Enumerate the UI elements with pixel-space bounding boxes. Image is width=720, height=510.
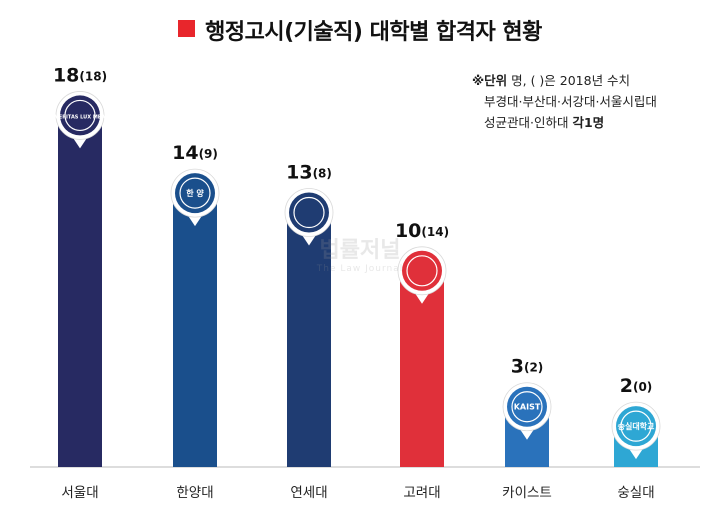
data-label-2018: (0) [633,380,652,394]
data-label-2018: (8) [313,167,332,181]
bar [287,214,331,467]
bar [400,272,444,467]
unit-note-line-3: 성균관대·인하대 각1명 [484,112,657,133]
bar [58,117,102,467]
university-logo [616,406,656,447]
category-label: 고려대 [403,485,440,501]
data-label-2018: (18) [79,69,107,83]
category-label: 한양대 [176,485,213,501]
category-label: 연세대 [290,485,327,501]
unit-note-line-1: ※단위 명, ( )은 2018년 수치 [472,70,657,91]
category-label: 숭실대 [617,485,654,501]
category-label: 카이스트 [502,485,552,501]
university-logo [175,173,215,214]
unit-note-each: 각1명 [572,115,605,130]
data-label-2018: (9) [199,147,218,161]
data-label-value: 14 [172,142,198,164]
university-logo [402,250,442,291]
category-label: 서울대 [61,485,98,501]
university-logo [60,95,100,136]
unit-note: ※단위 명, ( )은 2018년 수치 부경대·부산대·서강대·서울시립대 성… [472,70,657,133]
unit-note-line-3-text: 성균관대·인하대 [484,115,569,130]
logo-ring [620,410,652,442]
data-label-value: 13 [286,162,312,184]
unit-note-line-2: 부경대·부산대·서강대·서울시립대 [484,94,657,109]
logo-ring [293,196,325,229]
logo-ring [64,99,96,132]
data-label-value: 2 [620,375,633,397]
data-label: 18(18) [53,64,107,86]
university-logo [289,192,329,233]
logo-ring [179,177,211,209]
unit-note-prefix: ※단위 [472,73,508,88]
title-marker [178,19,196,37]
chart-title-text: 행정고시(기술직) 대학별 합격자 현황 [205,20,542,45]
logo-text: KAIST [514,403,541,412]
data-label: 3(2) [511,356,544,378]
logo-text: 숭실대학교 [618,421,655,431]
data-label: 13(8) [286,162,332,184]
data-label-value: 10 [395,220,421,242]
data-label: 10(14) [395,220,449,242]
data-label-2018: (2) [524,361,543,375]
data-label-2018: (14) [421,225,449,239]
data-label-value: 3 [511,356,524,378]
bar [173,195,217,467]
chart-title: 행정고시(기술직) 대학별 합격자 현황 [0,14,720,46]
data-label-value: 18 [53,64,79,86]
university-logo [507,386,547,427]
unit-note-rest: 명, ( )은 2018년 수치 [507,73,631,88]
data-label: 2(0) [620,375,653,397]
logo-text: VERITAS LUX MEA [55,114,105,120]
logo-ring [406,255,438,287]
data-label: 14(9) [172,142,218,164]
logo-ring [511,391,543,423]
logo-text: 한 양 [186,188,204,198]
